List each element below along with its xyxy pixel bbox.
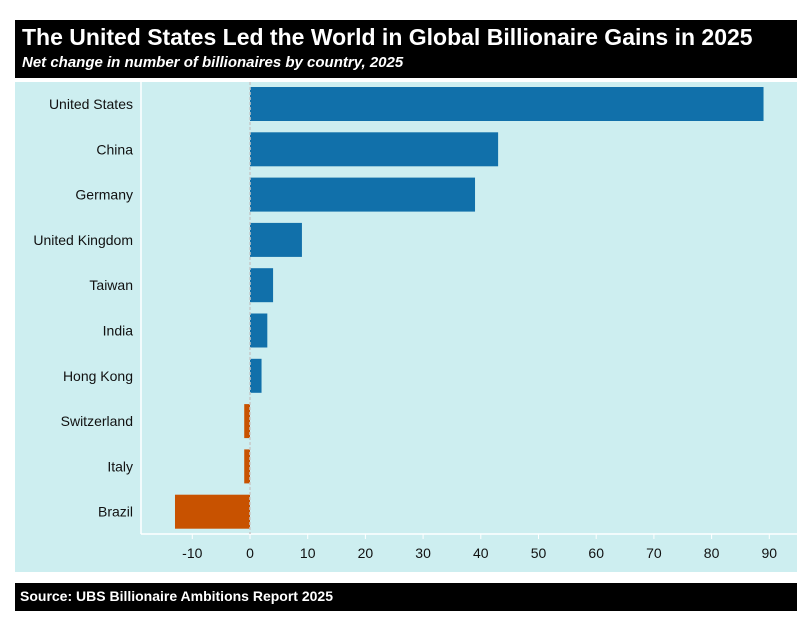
header-background bbox=[15, 20, 797, 78]
x-tick-label: 90 bbox=[762, 545, 778, 561]
x-tick-label: -10 bbox=[182, 545, 202, 561]
source-background bbox=[15, 583, 797, 611]
category-label: Switzerland bbox=[61, 413, 133, 429]
category-label: China bbox=[96, 141, 133, 157]
x-tick-label: 10 bbox=[300, 545, 316, 561]
x-tick-label: 60 bbox=[588, 545, 604, 561]
bar-hong-kong bbox=[250, 358, 262, 393]
bar-india bbox=[250, 313, 268, 348]
category-label: Italy bbox=[107, 458, 133, 474]
x-tick-label: 80 bbox=[704, 545, 720, 561]
bar-united-kingdom bbox=[250, 222, 302, 257]
bar-taiwan bbox=[250, 268, 274, 303]
chart-title: The United States Led the World in Globa… bbox=[22, 24, 753, 50]
category-label: Germany bbox=[75, 187, 133, 203]
source-note: Source: UBS Billionaire Ambitions Report… bbox=[20, 588, 333, 604]
category-label: Hong Kong bbox=[63, 368, 133, 384]
bar-germany bbox=[250, 177, 476, 212]
x-tick-label: 20 bbox=[358, 545, 374, 561]
x-tick-label: 40 bbox=[473, 545, 489, 561]
bar-brazil bbox=[174, 494, 250, 529]
category-label: United States bbox=[49, 96, 133, 112]
category-label: United Kingdom bbox=[33, 232, 133, 248]
bar-china bbox=[250, 132, 499, 167]
x-tick-label: 50 bbox=[531, 545, 547, 561]
category-label: Taiwan bbox=[89, 277, 133, 293]
x-tick-label: 30 bbox=[415, 545, 431, 561]
bar-italy bbox=[244, 449, 250, 484]
x-tick-label: 70 bbox=[646, 545, 662, 561]
bar-switzerland bbox=[244, 404, 250, 439]
category-label: India bbox=[103, 323, 134, 339]
chart-subtitle: Net change in number of billionaires by … bbox=[22, 54, 404, 71]
bar-united-states bbox=[250, 87, 764, 121]
x-tick-label: 0 bbox=[246, 545, 254, 561]
category-label: Brazil bbox=[98, 504, 133, 520]
